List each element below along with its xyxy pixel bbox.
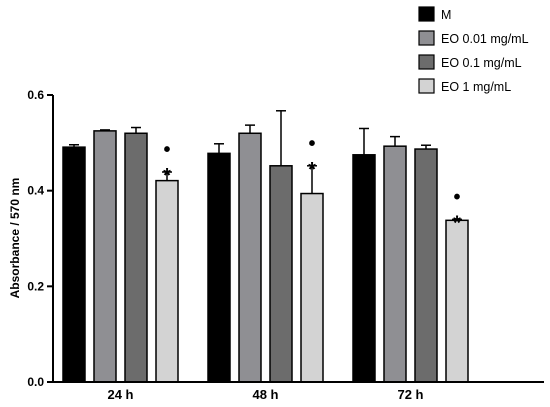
significance-asterisk: * [453,212,461,234]
significance-dot: • [163,139,170,161]
bar [124,132,148,383]
x-axis: 24 h 48 h 72 h [53,381,544,402]
y-tick-label: 0.2 [27,279,44,293]
y-tick-label: 0.0 [27,375,44,389]
legend-swatch [418,30,435,46]
legend-label: M [441,8,451,22]
y-tick-label: 0.4 [27,184,44,198]
y-axis: 0.0 0.2 0.4 0.6 [27,88,54,389]
bar [300,192,324,383]
legend: M EO 0.01 mg/mL EO 0.1 mg/mL EO 1 mg/mL [418,6,529,94]
significance-dot: • [453,186,460,208]
bar [383,145,407,383]
bar [352,154,376,383]
bars: • * • * • * [62,110,469,383]
x-tick-label: 24 h [107,387,133,402]
bar [414,148,438,383]
x-tick-label: 48 h [252,387,278,402]
bar [93,130,117,383]
legend-swatch [418,6,435,22]
bar [155,179,179,383]
legend-label: EO 0.1 mg/mL [441,56,522,70]
bar [238,132,262,383]
bar [445,219,469,383]
legend-swatch [418,78,435,94]
significance-asterisk: * [163,165,171,187]
significance-dot: • [308,133,315,155]
legend-swatch [418,54,435,70]
legend-label: EO 1 mg/mL [441,80,511,94]
significance-asterisk: * [308,159,316,181]
y-axis-label: Absorbance / 570 nm [8,178,22,299]
bar [269,165,293,383]
bar [62,146,86,383]
y-tick-label: 0.6 [27,88,44,102]
bar [207,152,231,383]
legend-label: EO 0.01 mg/mL [441,32,529,46]
x-tick-label: 72 h [397,387,423,402]
